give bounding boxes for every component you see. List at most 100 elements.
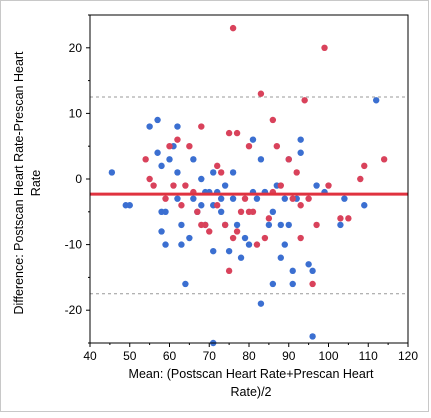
data-point-s2-24: [229, 234, 237, 242]
data-point-s2-45: [301, 97, 308, 104]
data-point-s2-9: [182, 182, 189, 189]
data-point-s1-53: [269, 280, 277, 288]
data-point-s1-74: [373, 97, 380, 104]
data-point-s1-1: [108, 169, 116, 176]
data-point-s2-7: [174, 136, 181, 143]
data-point-s1-62: [289, 280, 296, 288]
data-point-s2-33: [257, 90, 265, 97]
data-point-s2-42: [293, 169, 300, 176]
data-point-s1-42: [241, 234, 249, 242]
data-point-s2-52: [345, 215, 352, 222]
data-point-s2-25: [233, 228, 241, 235]
data-point-s2-14: [198, 123, 205, 130]
data-point-s1-15: [174, 195, 181, 202]
x-tick-label: 120: [398, 349, 418, 363]
data-point-s1-31: [210, 247, 217, 255]
data-point-s2-17: [214, 202, 221, 209]
x-axis-label-line-2: Rate)/2: [231, 385, 272, 399]
y-axis-label: Difference: Postscan Heart Rate-Prescan …: [12, 51, 43, 315]
data-point-s2-10: [186, 143, 193, 150]
data-point-s2-39: [277, 182, 284, 189]
data-point-s2-51: [337, 215, 344, 222]
data-point-s2-34: [261, 234, 269, 242]
data-point-s1-56: [277, 254, 284, 261]
data-point-s2-3: [150, 182, 157, 189]
data-point-s2-48: [313, 221, 320, 229]
y-tick-label: -20: [65, 303, 83, 317]
data-point-s2-18: [214, 162, 221, 170]
data-point-s1-44: [249, 136, 257, 143]
data-point-s1-69: [313, 182, 320, 189]
data-point-s2-2: [146, 175, 153, 183]
data-point-s1-19: [182, 280, 189, 288]
data-point-s1-12: [166, 156, 173, 163]
y-tick-label: -10: [65, 238, 83, 252]
data-point-s1-47: [257, 156, 265, 163]
data-point-s2-44: [297, 234, 304, 242]
data-point-s1-17: [178, 221, 185, 229]
data-point-s2-35: [265, 215, 273, 222]
data-point-s1-66: [305, 261, 312, 268]
data-point-s2-23: [229, 24, 237, 32]
data-point-s1-52: [269, 208, 277, 215]
data-point-s2-12: [194, 208, 201, 215]
data-point-s1-35: [221, 182, 229, 189]
data-point-s1-11: [162, 241, 169, 248]
data-point-s1-22: [190, 195, 197, 202]
data-point-s1-39: [229, 195, 237, 202]
data-point-s2-36: [269, 116, 277, 124]
x-tick-label: 90: [282, 349, 296, 363]
data-point-s2-6: [170, 182, 177, 189]
data-point-s1-16: [174, 123, 181, 130]
x-tick-label: 60: [163, 349, 177, 363]
data-point-s2-16: [206, 228, 213, 235]
data-point-s2-27: [237, 208, 245, 215]
data-point-s2-22: [225, 129, 233, 137]
data-point-s1-65: [297, 136, 304, 143]
data-point-s2-50: [325, 182, 332, 189]
data-point-s1-67: [309, 267, 316, 275]
data-point-s1-72: [341, 195, 348, 202]
data-point-s1-20: [186, 234, 193, 242]
y-tick-label: 20: [69, 41, 83, 55]
data-point-s1-58: [281, 241, 288, 248]
data-point-s1-61: [289, 267, 296, 275]
x-axis-label-line-1: Mean: (Postscan Heart Rate+Prescan Heart: [129, 367, 374, 381]
data-point-s1-21: [190, 156, 197, 163]
data-point-s1-14: [174, 169, 181, 176]
data-point-s1-41: [237, 254, 245, 261]
data-point-s2-28: [241, 195, 249, 202]
data-point-s2-30: [245, 143, 253, 150]
data-point-s2-41: [289, 195, 296, 202]
data-point-s2-1: [142, 156, 149, 163]
data-point-s2-38: [273, 143, 281, 150]
y-tick-label: 0: [75, 172, 82, 186]
x-tick-label: 80: [242, 349, 256, 363]
data-point-s1-73: [361, 202, 368, 209]
data-point-s2-32: [253, 241, 261, 248]
data-point-s1-68: [309, 333, 316, 340]
data-point-s2-15: [202, 221, 209, 229]
data-point-s2-31: [249, 208, 257, 215]
data-point-s1-3: [126, 202, 133, 209]
x-tick-label: 110: [359, 349, 378, 363]
data-point-s2-54: [361, 162, 368, 170]
data-point-s2-43: [297, 202, 304, 209]
data-point-s1-71: [337, 221, 344, 229]
x-axis-label: Mean: (Postscan Heart Rate+Prescan Heart…: [129, 367, 374, 399]
data-point-s2-4: [162, 195, 169, 202]
data-point-s2-21: [225, 267, 233, 275]
data-point-s1-25: [198, 202, 205, 209]
data-point-s2-8: [178, 202, 185, 209]
x-tick-label: 40: [83, 349, 97, 363]
data-point-s1-38: [229, 169, 237, 176]
data-point-s1-9: [162, 208, 169, 215]
y-axis-label-line-2: Rate: [29, 170, 43, 196]
y-axis-label-line-1: Difference: Postscan Heart Rate-Prescan …: [12, 51, 26, 315]
data-point-s2-19: [217, 169, 225, 176]
data-point-s1-64: [297, 149, 304, 156]
y-tick-label: 10: [69, 106, 83, 120]
data-point-s2-40: [285, 156, 292, 163]
